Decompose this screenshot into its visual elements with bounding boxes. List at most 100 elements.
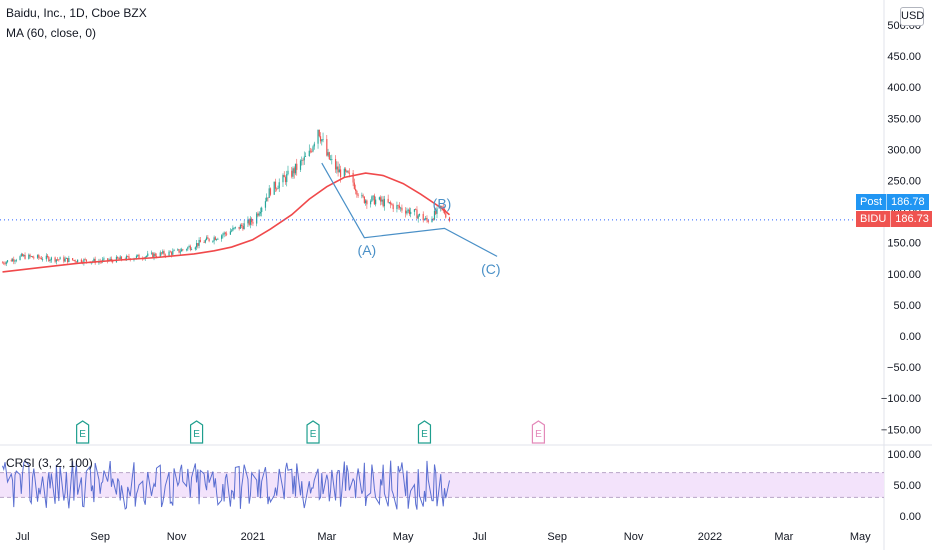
x-tick-label: Mar <box>774 531 793 543</box>
candle-body <box>152 252 154 258</box>
candle-body <box>362 195 364 197</box>
candle-body <box>172 251 174 255</box>
y-tick-label: 350.00 <box>887 113 921 125</box>
candle-body <box>155 256 158 257</box>
earnings-letter: E <box>310 429 317 440</box>
candle-body <box>400 207 402 209</box>
candle-body <box>322 139 324 140</box>
candle-body <box>291 170 293 177</box>
candle-body <box>50 257 52 261</box>
candle-body <box>387 198 389 203</box>
candle-body <box>312 146 314 152</box>
x-tick-label: Mar <box>317 531 336 543</box>
rsi-tick-label: 50.00 <box>893 480 921 492</box>
candle-body <box>321 139 323 142</box>
candle-body <box>120 256 123 260</box>
candle-body <box>73 260 75 261</box>
candle-body <box>15 260 17 261</box>
candle-body <box>417 215 419 219</box>
ma-line <box>2 172 451 273</box>
y-tick-label: 150.00 <box>887 238 921 250</box>
candle-body <box>110 258 113 261</box>
candle-body <box>31 256 34 258</box>
candle-body <box>13 259 15 262</box>
y-tick-label: 300.00 <box>887 144 921 156</box>
candle-body <box>375 199 377 205</box>
y-tick-label: −150.00 <box>881 424 921 436</box>
candle-body <box>264 201 267 208</box>
candle-body <box>163 251 165 255</box>
candle-body <box>64 258 66 262</box>
candle-body <box>388 202 391 204</box>
candle-body <box>284 177 287 183</box>
candle-body <box>48 257 50 262</box>
candle-body <box>413 209 416 212</box>
candle-body <box>251 218 253 223</box>
candle-body <box>339 169 342 178</box>
candle-body <box>187 247 189 250</box>
candle-body <box>222 234 224 236</box>
y-tick-label: 100.00 <box>887 269 921 281</box>
candle-body <box>1 262 4 264</box>
candle-body <box>372 195 374 197</box>
candle-body <box>173 250 175 252</box>
candle-body <box>247 219 249 224</box>
earnings-marker: E <box>189 420 204 444</box>
candle-body <box>180 249 183 252</box>
candle-body <box>117 256 119 259</box>
candle-body <box>125 256 128 260</box>
candle-body <box>346 170 348 172</box>
candle-body <box>282 175 284 183</box>
earnings-badge <box>306 420 320 444</box>
earnings-marker: E <box>417 420 432 444</box>
candle-body <box>287 170 289 175</box>
candle-body <box>41 259 44 261</box>
candle-body <box>208 238 210 242</box>
wave-label: (B) <box>433 195 452 211</box>
candle-body <box>137 254 139 256</box>
candle-body <box>178 249 180 253</box>
candle-body <box>54 257 56 262</box>
candle-body <box>188 246 190 248</box>
candle-body <box>63 257 65 262</box>
y-tick-label: −100.00 <box>881 393 921 405</box>
candle-body <box>448 217 451 221</box>
y-tick-label: 50.00 <box>893 300 921 312</box>
candle-body <box>353 182 355 189</box>
candle-body <box>75 261 77 263</box>
candle-body <box>55 259 57 262</box>
candle-body <box>436 208 438 214</box>
candle-body <box>418 213 421 216</box>
candle-body <box>135 255 138 259</box>
candle-body <box>212 241 214 242</box>
candle-body <box>59 257 61 260</box>
candle-body <box>329 159 332 160</box>
candle-body <box>426 217 428 221</box>
chart-title: Baidu, Inc., 1D, Cboe BZX <box>6 6 147 20</box>
candle-body <box>390 202 392 205</box>
candle-body <box>221 235 223 239</box>
candle-body <box>396 205 398 210</box>
candle-body <box>182 249 184 251</box>
candle-body <box>147 253 149 256</box>
candle-body <box>232 227 234 231</box>
candle-body <box>154 253 156 257</box>
currency-button[interactable]: USD <box>900 7 924 26</box>
earnings-marker: E <box>76 420 90 444</box>
candle-body <box>217 238 219 240</box>
candle-body <box>4 263 6 265</box>
candle-body <box>391 204 393 206</box>
candle-body <box>107 258 109 261</box>
candle-body <box>164 254 166 256</box>
candle-body <box>435 210 437 214</box>
rsi-line <box>2 459 451 510</box>
candle-body <box>356 190 358 195</box>
candle-body <box>258 213 260 216</box>
candle-body <box>77 259 79 263</box>
candle-body <box>3 262 5 264</box>
candle-body <box>410 211 412 215</box>
candle-body <box>328 152 330 160</box>
candle-body <box>337 166 339 173</box>
candle-body <box>239 224 242 229</box>
